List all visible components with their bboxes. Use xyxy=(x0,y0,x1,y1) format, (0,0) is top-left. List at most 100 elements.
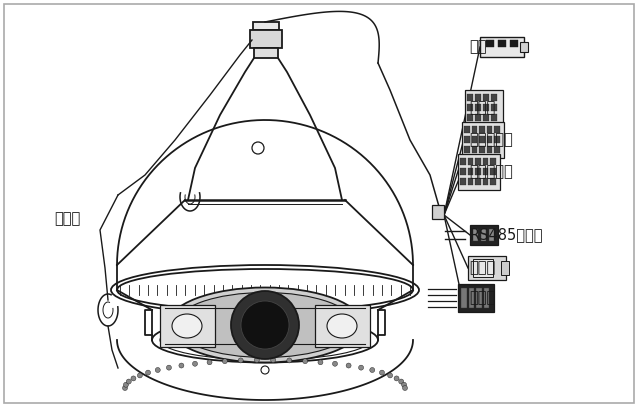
Circle shape xyxy=(346,363,351,368)
Bar xyxy=(510,40,518,47)
Ellipse shape xyxy=(167,288,362,362)
Bar xyxy=(472,126,477,133)
Bar xyxy=(475,94,481,101)
Bar xyxy=(486,146,492,153)
Circle shape xyxy=(207,360,212,365)
Circle shape xyxy=(131,376,136,381)
Bar xyxy=(490,178,495,185)
Bar xyxy=(494,136,500,143)
Circle shape xyxy=(179,363,184,368)
Bar xyxy=(468,158,473,165)
Bar xyxy=(520,42,528,52)
Bar xyxy=(479,146,484,153)
Bar xyxy=(483,114,489,121)
Bar xyxy=(468,178,473,185)
Bar xyxy=(460,178,465,185)
Bar xyxy=(475,178,481,185)
Circle shape xyxy=(155,368,160,373)
Bar xyxy=(475,114,481,121)
Circle shape xyxy=(146,370,151,375)
Bar xyxy=(460,168,465,175)
Circle shape xyxy=(222,359,227,364)
Bar xyxy=(489,229,494,241)
Bar xyxy=(461,288,466,308)
Circle shape xyxy=(241,301,289,349)
Ellipse shape xyxy=(327,314,357,338)
Circle shape xyxy=(388,373,392,378)
Bar xyxy=(458,284,494,312)
Bar xyxy=(486,40,494,47)
Bar xyxy=(464,136,470,143)
Ellipse shape xyxy=(175,293,355,357)
Bar xyxy=(498,40,506,47)
Bar xyxy=(254,48,278,58)
Circle shape xyxy=(370,368,374,373)
Circle shape xyxy=(401,382,406,387)
Bar xyxy=(468,256,506,280)
Circle shape xyxy=(403,386,408,390)
Bar xyxy=(482,178,488,185)
Bar xyxy=(253,22,279,30)
Bar xyxy=(490,158,495,165)
Bar xyxy=(484,288,489,308)
Bar xyxy=(483,94,489,101)
Bar xyxy=(470,225,498,245)
Circle shape xyxy=(332,361,337,366)
Circle shape xyxy=(166,365,171,370)
Bar xyxy=(473,259,493,277)
Circle shape xyxy=(287,358,292,363)
Circle shape xyxy=(123,382,128,387)
Circle shape xyxy=(303,359,307,364)
Bar xyxy=(468,288,474,308)
Bar xyxy=(491,94,497,101)
Bar xyxy=(486,136,492,143)
Bar xyxy=(491,104,497,111)
Bar xyxy=(475,168,481,175)
Bar xyxy=(486,126,492,133)
Bar xyxy=(475,104,481,111)
Ellipse shape xyxy=(172,314,202,338)
Bar xyxy=(494,126,500,133)
Circle shape xyxy=(271,357,275,363)
Bar xyxy=(467,94,473,101)
Circle shape xyxy=(254,357,259,363)
Bar xyxy=(467,114,473,121)
Bar xyxy=(473,229,478,241)
Bar xyxy=(465,90,503,126)
Bar xyxy=(432,205,444,219)
Circle shape xyxy=(318,360,323,365)
Bar xyxy=(315,305,370,347)
Bar xyxy=(476,288,482,308)
Bar xyxy=(475,158,481,165)
Bar xyxy=(494,146,500,153)
Bar xyxy=(458,154,500,190)
Text: RS485控制线: RS485控制线 xyxy=(470,228,543,242)
Circle shape xyxy=(123,386,128,390)
Text: 报警输出线: 报警输出线 xyxy=(470,133,513,148)
Bar xyxy=(462,122,504,158)
Circle shape xyxy=(192,361,197,366)
Circle shape xyxy=(399,379,404,384)
Bar xyxy=(482,158,488,165)
Bar xyxy=(483,104,489,111)
Text: 视频线: 视频线 xyxy=(470,260,496,275)
Bar xyxy=(472,136,477,143)
Text: 音频线: 音频线 xyxy=(470,100,496,115)
Bar xyxy=(460,158,465,165)
Bar xyxy=(480,37,524,57)
Bar xyxy=(481,229,486,241)
Bar xyxy=(479,126,484,133)
Bar xyxy=(482,168,488,175)
Circle shape xyxy=(238,358,243,363)
Bar xyxy=(464,126,470,133)
Circle shape xyxy=(394,376,399,381)
Circle shape xyxy=(231,291,299,359)
Bar xyxy=(491,114,497,121)
Text: 报警输入线: 报警输入线 xyxy=(470,164,513,180)
Bar xyxy=(250,30,282,48)
Text: 电源线: 电源线 xyxy=(470,290,496,306)
Circle shape xyxy=(127,379,131,384)
Bar xyxy=(501,261,509,275)
Text: 网线: 网线 xyxy=(470,40,487,55)
Bar xyxy=(160,305,215,347)
